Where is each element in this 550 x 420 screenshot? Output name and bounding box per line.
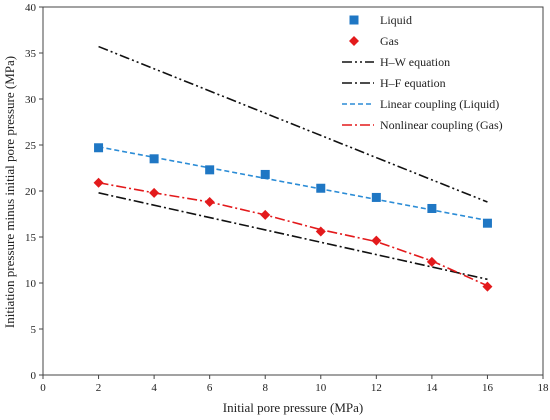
- x-tick-label: 16: [482, 382, 494, 394]
- legend-item: Liquid: [349, 13, 412, 27]
- series-markers: [93, 143, 493, 292]
- x-axis: 0 2 4 6 8 10 12 14 16 18: [40, 375, 549, 394]
- x-tick-label: 0: [40, 382, 46, 394]
- legend: Liquid Gas H–W equation H–F equation Linear …: [342, 13, 503, 132]
- legend-label: H–F equation: [380, 76, 446, 90]
- data-point: [260, 209, 271, 220]
- x-tick-label: 2: [96, 382, 102, 394]
- data-point: [204, 197, 215, 208]
- legend-label: Nonlinear coupling (Gas): [380, 118, 503, 132]
- data-point: [427, 203, 437, 213]
- x-tick-label: 12: [371, 382, 382, 394]
- x-tick-label: 14: [426, 382, 438, 394]
- series-line: [98, 45, 488, 203]
- data-point: [205, 165, 215, 175]
- x-tick-label: 4: [151, 382, 157, 394]
- x-tick-label: 6: [207, 382, 213, 394]
- x-tick-label: 18: [538, 382, 550, 394]
- y-axis: 0 5 10 15 20 25 30 35 40: [25, 2, 43, 382]
- y-tick-label: 5: [31, 324, 37, 336]
- y-tick-label: 20: [25, 186, 37, 198]
- x-axis-label: Initial pore pressure (MPa): [223, 400, 363, 415]
- y-tick-label: 30: [25, 94, 37, 106]
- data-point: [371, 192, 381, 202]
- legend-marker: [349, 36, 359, 46]
- legend-item: H–W equation: [342, 55, 450, 69]
- data-point: [315, 226, 326, 237]
- legend-item: Gas: [349, 34, 399, 48]
- y-tick-label: 10: [25, 278, 37, 290]
- data-point: [426, 256, 437, 267]
- data-point: [149, 154, 159, 164]
- data-point: [482, 281, 493, 292]
- data-point: [316, 183, 326, 193]
- legend-label: Liquid: [380, 13, 412, 27]
- series-line: [98, 146, 488, 222]
- legend-item: H–F equation: [342, 76, 446, 90]
- legend-item: Linear coupling (Liquid): [342, 97, 499, 111]
- plot-area: [42, 6, 544, 376]
- data-point: [260, 169, 270, 179]
- y-tick-label: 0: [31, 370, 37, 382]
- y-tick-label: 25: [25, 140, 37, 152]
- x-tick-label: 8: [262, 382, 268, 394]
- series-line: [98, 181, 488, 287]
- plot-frame: [42, 6, 544, 376]
- legend-label: H–W equation: [380, 55, 450, 69]
- data-point: [482, 218, 492, 228]
- data-point: [93, 177, 104, 188]
- data-point: [149, 187, 160, 198]
- series-line: [98, 192, 488, 281]
- y-tick-label: 40: [25, 2, 37, 14]
- y-axis-label: Initiation pressure minus initial pore p…: [2, 56, 17, 328]
- y-tick-label: 35: [25, 48, 37, 60]
- data-point: [371, 235, 382, 246]
- y-tick-label: 15: [25, 232, 37, 244]
- legend-marker: [349, 15, 359, 25]
- series-lines: [98, 45, 488, 287]
- data-point: [94, 143, 104, 153]
- legend-label: Gas: [380, 34, 399, 48]
- legend-item: Nonlinear coupling (Gas): [342, 118, 503, 132]
- legend-label: Linear coupling (Liquid): [380, 97, 499, 111]
- x-tick-label: 10: [315, 382, 327, 394]
